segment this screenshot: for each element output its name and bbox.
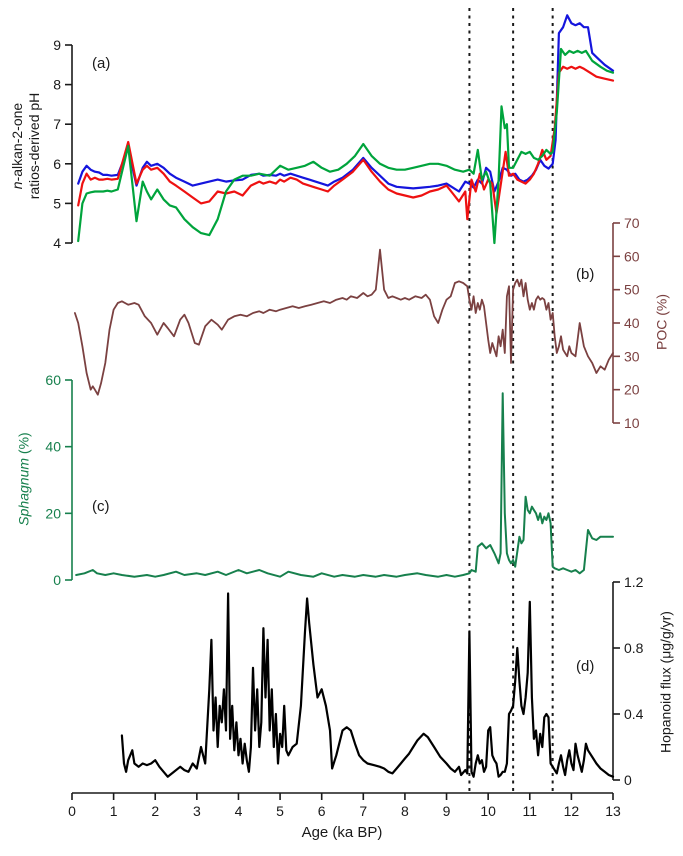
x-tick-label: 5 xyxy=(276,803,284,819)
x-tick-label: 7 xyxy=(359,803,367,819)
poc-axis-title: POC (%) xyxy=(653,294,670,350)
pH-blue-line xyxy=(77,14,615,193)
y-tick-label: 40 xyxy=(45,439,61,455)
pH-red-line xyxy=(77,65,615,221)
y-tick-label: 60 xyxy=(624,248,640,264)
pH-green-line xyxy=(77,47,615,245)
x-tick-label: 6 xyxy=(318,803,326,819)
y-tick-label: 20 xyxy=(624,382,640,398)
y-tick-label: 8 xyxy=(53,77,61,93)
ph-axis-title-italic-n: n xyxy=(9,181,25,190)
x-tick-label: 2 xyxy=(151,803,159,819)
sphagnum-axis-title-units: (%) xyxy=(15,432,32,458)
x-axis-title: Age (ka BP) xyxy=(301,824,383,841)
y-tick-label: 5 xyxy=(53,195,61,211)
Sphagnum-line xyxy=(75,392,614,578)
panel-label-c: (c) xyxy=(92,498,110,515)
y-tick-label: 0 xyxy=(624,772,632,788)
panel-label-a: (a) xyxy=(92,55,111,72)
x-tick-label: 9 xyxy=(443,803,451,819)
y-tick-label: 7 xyxy=(53,116,61,132)
x-tick-label: 3 xyxy=(193,803,201,819)
y-tick-label: 6 xyxy=(53,156,61,172)
y-tick-label: 10 xyxy=(624,415,640,431)
y-tick-label: 0.8 xyxy=(624,640,644,656)
ph-axis-title-line2: ratios-derived pH xyxy=(26,92,42,200)
panel-label-b: (b) xyxy=(576,266,595,283)
panel-label-d: (d) xyxy=(576,658,595,675)
x-tick-label: 13 xyxy=(605,803,621,819)
sphagnum-axis-title: Sphagnum (%) xyxy=(16,432,33,525)
x-tick-label: 12 xyxy=(564,803,580,819)
x-tick-label: 11 xyxy=(522,803,537,819)
y-tick-label: 50 xyxy=(624,282,640,298)
sphagnum-axis-title-italic: Sphagnum xyxy=(15,457,32,526)
x-tick-label: 8 xyxy=(401,803,409,819)
y-tick-label: 30 xyxy=(624,348,640,364)
y-tick-label: 9 xyxy=(53,37,61,53)
x-tick-label: 1 xyxy=(110,803,118,819)
Hopanoid-flux-line xyxy=(120,592,615,778)
x-tick-label: 0 xyxy=(68,803,76,819)
ph-axis-title-line1: -alkan-2-one xyxy=(9,102,25,182)
y-tick-label: 20 xyxy=(45,505,61,521)
ph-axis-title: n-alkan-2-one ratios-derived pH xyxy=(9,93,43,200)
y-tick-label: 1.2 xyxy=(624,574,644,590)
y-tick-label: 4 xyxy=(53,235,61,251)
hopanoid-axis-title: Hopanoid flux (μg/g/yr) xyxy=(657,611,674,753)
POC-line xyxy=(74,248,614,396)
y-tick-label: 60 xyxy=(45,372,61,388)
x-tick-label: 4 xyxy=(235,803,243,819)
y-tick-label: 70 xyxy=(624,215,640,231)
y-tick-label: 0 xyxy=(53,572,61,588)
x-tick-label: 10 xyxy=(480,803,496,819)
y-tick-label: 0.4 xyxy=(624,706,644,722)
y-tick-label: 40 xyxy=(624,315,640,331)
